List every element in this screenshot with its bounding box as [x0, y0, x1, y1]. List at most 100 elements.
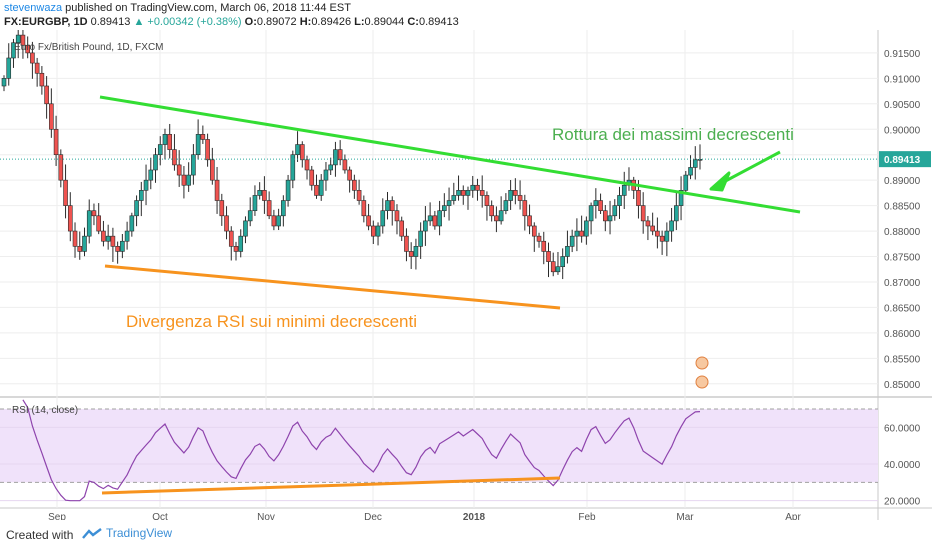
price-tick-label: 0.86000: [884, 329, 921, 340]
candle-body: [110, 235, 116, 247]
candle-body: [465, 190, 471, 196]
candle-body: [427, 215, 433, 222]
candle-body: [342, 159, 348, 171]
candle-body: [356, 190, 362, 201]
candle-body: [77, 246, 83, 252]
candle-body: [494, 215, 499, 222]
candle-body: [252, 195, 258, 212]
support-trendline: [104, 264, 561, 310]
author-name[interactable]: stevenwaza: [4, 2, 63, 14]
candle-body: [479, 190, 485, 196]
candle-body: [120, 240, 125, 252]
candle-body: [191, 154, 196, 176]
candle-body: [20, 34, 26, 46]
candle-body: [664, 230, 670, 242]
low-label: L:: [354, 16, 365, 28]
candle-body: [290, 154, 296, 181]
candle-body: [34, 62, 40, 74]
candle-body: [148, 169, 154, 181]
close-label: C:: [407, 16, 419, 28]
price-tick-label: 0.86500: [884, 303, 921, 314]
candle-body: [655, 230, 660, 237]
high-label: H:: [299, 16, 312, 28]
candle-body: [186, 174, 191, 186]
chart-title: Euro Fx/British Pound, 1D, FXCM: [14, 42, 164, 53]
price-tick-label: 0.88000: [884, 227, 921, 238]
candle-body: [262, 190, 267, 201]
time-tick-label: Feb: [578, 512, 596, 520]
divergence-annotation: Divergenza RSI sui minimi decrescenti: [126, 312, 417, 331]
candle-body: [15, 34, 21, 44]
candle-body: [408, 251, 414, 257]
candle-body: [574, 230, 580, 237]
rsi-trendline: [101, 476, 561, 495]
candle-body: [195, 134, 201, 156]
candle-body: [678, 190, 684, 206]
candle-body: [304, 159, 310, 171]
candle-body: [413, 246, 419, 257]
candle-body: [683, 174, 689, 191]
candle-body: [522, 200, 528, 217]
candle-body: [219, 200, 225, 217]
candle-body: [271, 215, 277, 227]
candle-body: [541, 240, 547, 252]
candle-body: [11, 42, 16, 59]
candle-body: [1, 78, 7, 87]
time-tick-label: Dec: [364, 512, 382, 520]
breakout-arrow-shaft: [717, 150, 781, 187]
candle-body: [399, 220, 405, 237]
candle-body: [162, 134, 168, 145]
candle-body: [442, 205, 447, 212]
candle-body: [612, 205, 618, 217]
candle-body: [560, 256, 565, 268]
candle-body: [328, 164, 333, 171]
candle-body: [517, 195, 523, 201]
candle-body: [337, 149, 343, 161]
price-tick-label: 0.87000: [884, 278, 921, 289]
resistance-trendline: [99, 95, 801, 214]
candle-body: [603, 210, 608, 222]
candle-body: [513, 190, 518, 196]
candle-body: [650, 225, 655, 232]
candle-body: [636, 190, 641, 206]
chart-header: stevenwaza published on TradingView.com,…: [0, 0, 932, 30]
candle-body: [285, 179, 291, 201]
candle-body: [508, 190, 513, 201]
candle-body: [281, 200, 286, 217]
candle-body: [555, 266, 561, 273]
candle-body: [276, 215, 281, 227]
candle-body: [503, 200, 509, 212]
candle-body: [318, 179, 324, 196]
candle-body: [167, 134, 173, 150]
candle-body: [607, 215, 613, 222]
candle-body: [361, 200, 367, 217]
candle-body: [333, 149, 338, 166]
candle-body: [527, 215, 532, 227]
candle-body: [451, 195, 457, 201]
candle-body: [134, 200, 139, 217]
price-tick-label: 0.89000: [884, 176, 921, 187]
candle-body: [470, 184, 476, 191]
candle-body: [423, 220, 428, 232]
candle-body: [579, 230, 584, 237]
candle-body: [460, 190, 466, 196]
candle-body: [101, 230, 106, 242]
publish-info: published on TradingView.com, March 06, …: [65, 2, 351, 14]
price-chart[interactable]: 0.915000.910000.905000.900000.895000.890…: [0, 30, 932, 520]
time-tick-label: Sep: [48, 512, 66, 520]
candle-body: [640, 205, 646, 222]
candle-body: [437, 210, 442, 227]
candle-body: [58, 154, 64, 181]
open-value: 0.89072: [256, 16, 297, 28]
tradingview-logo[interactable]: TradingView: [82, 526, 172, 540]
candle-body: [323, 169, 329, 181]
candle-body: [314, 184, 319, 196]
candle-body: [63, 179, 68, 206]
candle-body: [375, 225, 381, 237]
candle-body: [588, 205, 594, 222]
high-value: 0.89426: [311, 16, 352, 28]
candle-body: [688, 167, 693, 176]
candle-body: [96, 215, 101, 232]
price-tick-label: 0.91000: [884, 74, 921, 85]
candle-body: [385, 200, 390, 212]
